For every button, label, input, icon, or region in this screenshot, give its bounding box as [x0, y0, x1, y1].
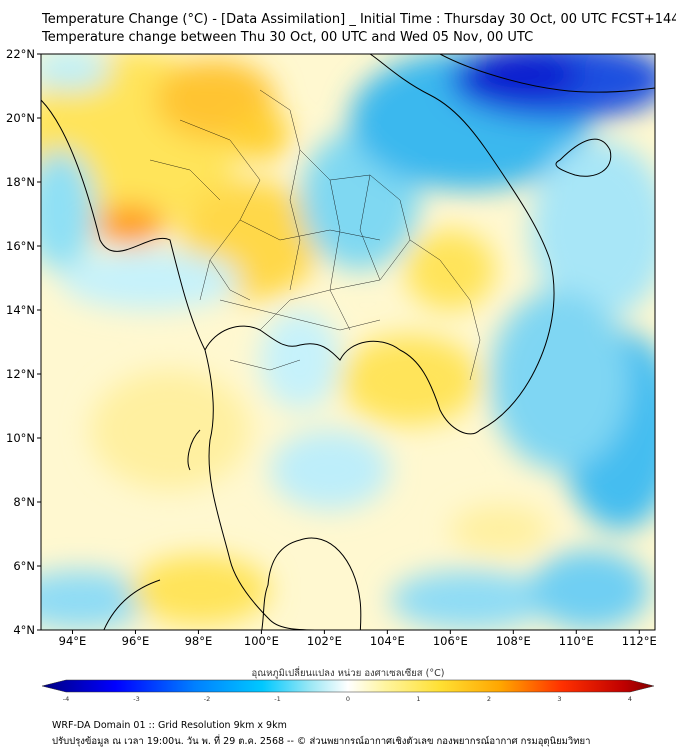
- lon-tick-label: 106°E: [433, 634, 468, 648]
- colorbar: [41, 679, 655, 693]
- longitude-ticks: 94°E 96°E 98°E 100°E 102°E 104°E 106°E 108°E 110…: [59, 630, 657, 648]
- colorbar-tick-label: -1: [274, 695, 280, 703]
- lat-tick-label: 16°N: [6, 239, 35, 253]
- colorbar-tick-label: 1: [416, 695, 420, 703]
- colorbar-label: อุณหภูมิเปลี่ยนแปลง หน่วย องศาเซลเซียส (…: [252, 666, 445, 679]
- admin-boundaries: [149, 89, 481, 381]
- map-title: Temperature Change (°C) - [Data Assimila…: [42, 12, 676, 27]
- lon-tick-label: 98°E: [185, 634, 213, 648]
- colorbar-ticks: -4 -3 -2 -1 0 1 2 3 4: [63, 695, 632, 703]
- latitude-ticks: 22°N 20°N 18°N 16°N 14°N 12°N 10°N 8°N 6°N 4°N: [6, 47, 41, 637]
- lat-tick-label: 6°N: [13, 559, 35, 573]
- lon-tick-label: 96°E: [122, 634, 150, 648]
- footer-credit: ปรับปรุงข้อมูล ณ เวลา 19:00น. วัน พ. ที่…: [52, 736, 591, 747]
- coastlines: [41, 54, 655, 630]
- plot-frame: [40, 53, 656, 631]
- lat-tick-label: 14°N: [6, 303, 35, 317]
- lat-tick-label: 12°N: [6, 367, 35, 381]
- map-subtitle: Temperature change between Thu 30 Oct, 0…: [42, 30, 534, 45]
- lat-tick-label: 18°N: [6, 175, 35, 189]
- colorbar-tick-label: 3: [557, 695, 561, 703]
- colorbar-tick-label: -2: [204, 695, 210, 703]
- colorbar-tick-label: 2: [487, 695, 491, 703]
- colorbar-tick-label: 0: [346, 695, 350, 703]
- lat-tick-label: 8°N: [13, 495, 35, 509]
- lat-tick-label: 20°N: [6, 111, 35, 125]
- lon-tick-label: 110°E: [559, 634, 594, 648]
- lat-tick-label: 22°N: [6, 47, 35, 61]
- temperature-change-map: 22°N 20°N 18°N 16°N 14°N 12°N 10°N 8°N 6°N 4°N 94…: [6, 47, 657, 703]
- colorbar-tick-label: 4: [628, 695, 632, 703]
- colorbar-tick-label: -3: [133, 695, 139, 703]
- temperature-field: [41, 54, 655, 630]
- lat-tick-label: 4°N: [13, 623, 35, 637]
- lon-tick-label: 102°E: [307, 634, 342, 648]
- lon-tick-label: 108°E: [496, 634, 531, 648]
- lon-tick-label: 112°E: [622, 634, 657, 648]
- footer-grid-info: WRF-DA Domain 01 :: Grid Resolution 9km …: [52, 720, 287, 731]
- lon-tick-label: 94°E: [59, 634, 87, 648]
- lat-tick-label: 10°N: [6, 431, 35, 445]
- lon-tick-label: 100°E: [244, 634, 279, 648]
- lon-tick-label: 104°E: [370, 634, 405, 648]
- colorbar-tick-label: -4: [63, 695, 69, 703]
